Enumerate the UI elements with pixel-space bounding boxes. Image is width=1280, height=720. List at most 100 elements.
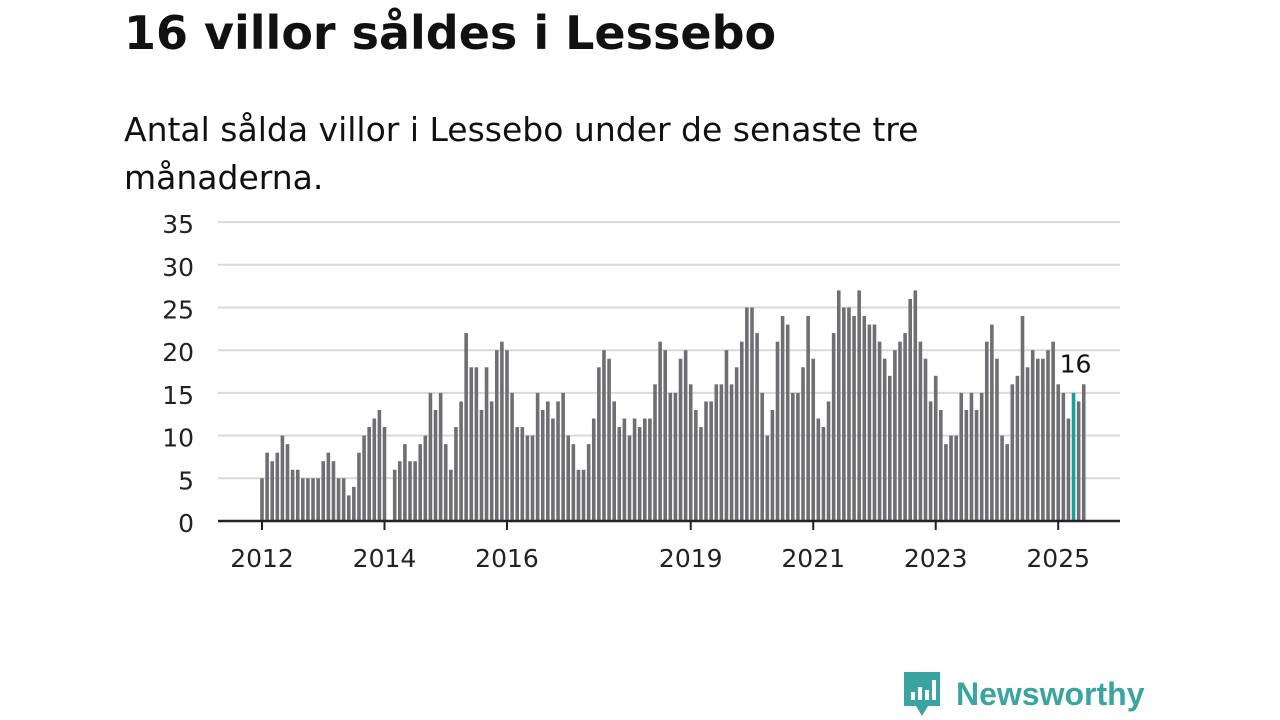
bar [1025, 367, 1030, 521]
bar [949, 435, 953, 521]
bar [602, 350, 606, 521]
bar [474, 367, 479, 521]
bar [576, 469, 581, 521]
bar [341, 478, 346, 521]
bar [1000, 435, 1004, 521]
bar [694, 409, 698, 521]
bar [556, 401, 560, 521]
bar [326, 452, 331, 521]
bar [505, 350, 509, 521]
brand-name: Newsworthy [956, 675, 1145, 712]
y-tick-label: 35 [162, 210, 194, 239]
highlight-bar [1071, 392, 1076, 521]
bar [1041, 358, 1045, 521]
bar [933, 375, 938, 521]
bar [546, 401, 550, 521]
bar [540, 409, 545, 521]
bar [847, 307, 851, 521]
bar [607, 358, 611, 521]
bar [872, 324, 877, 521]
bar [479, 409, 484, 521]
bar [1010, 384, 1015, 521]
bar [428, 392, 433, 521]
bar [939, 409, 943, 521]
bar [357, 452, 361, 521]
bar [494, 350, 499, 521]
y-tick-label: 30 [162, 253, 194, 282]
bar [709, 401, 713, 521]
bar [944, 444, 948, 521]
bar [1046, 350, 1050, 521]
bar [280, 435, 285, 521]
bar [484, 367, 489, 521]
bar [454, 427, 458, 521]
bar [663, 350, 668, 521]
x-tick-label: 2019 [659, 544, 723, 573]
bar [964, 409, 969, 521]
bar [311, 478, 315, 521]
bar [382, 427, 387, 521]
bar [796, 392, 800, 521]
bar [852, 316, 856, 521]
newsworthy-logo[interactable]: Newsworthy [902, 670, 1144, 718]
bar [1066, 418, 1071, 521]
x-tick-label: 2014 [353, 544, 417, 573]
bar [959, 392, 964, 521]
bar [535, 392, 540, 521]
bar [586, 444, 591, 521]
bar [627, 435, 632, 521]
bar [995, 358, 999, 521]
bar [270, 461, 275, 521]
chart-subtitle: Antal sålda villor i Lessebo under de se… [124, 110, 919, 197]
bar [1051, 341, 1055, 521]
bar [775, 341, 780, 521]
page-title: 16 villor såldes i Lessebo [124, 6, 777, 60]
bar [770, 409, 775, 521]
bar [275, 452, 280, 521]
bar [688, 384, 693, 521]
bar [923, 358, 928, 521]
bar [969, 392, 974, 521]
bar [745, 307, 749, 521]
x-tick-label: 2021 [781, 544, 845, 573]
bar [903, 333, 907, 521]
bar [974, 409, 979, 521]
y-axis-ticks: 0 5 10 15 20 25 30 35 [162, 210, 194, 538]
bar [403, 444, 407, 521]
highlight-value-label: 16 [1060, 349, 1092, 378]
bar [321, 461, 326, 521]
bar [597, 367, 601, 521]
bar [285, 444, 290, 521]
x-axis-ticks: 2012 2014 2016 2019 2021 2023 2025 [230, 521, 1090, 573]
annotations: 16 [1060, 349, 1092, 378]
bar [719, 384, 724, 521]
bar [842, 307, 846, 521]
bar [469, 367, 474, 521]
bar [893, 350, 897, 521]
bar [831, 333, 836, 521]
bar [566, 435, 571, 521]
bars [260, 290, 1086, 521]
bar [724, 350, 729, 521]
bar [413, 461, 417, 521]
y-tick-label: 0 [178, 509, 194, 538]
bar [377, 409, 382, 521]
bar [811, 358, 816, 521]
bar [622, 418, 627, 521]
bar [806, 316, 810, 521]
bar [785, 324, 790, 521]
bar [260, 478, 264, 521]
bar [423, 435, 428, 521]
bar [1005, 444, 1009, 521]
bar [1020, 316, 1025, 521]
bar [367, 427, 371, 521]
bar [780, 316, 785, 521]
bar [699, 427, 703, 521]
bar [913, 290, 918, 521]
y-tick-label: 10 [162, 424, 194, 453]
bar [857, 290, 861, 521]
bar [714, 384, 719, 521]
bar [791, 392, 795, 521]
bar [643, 418, 647, 521]
